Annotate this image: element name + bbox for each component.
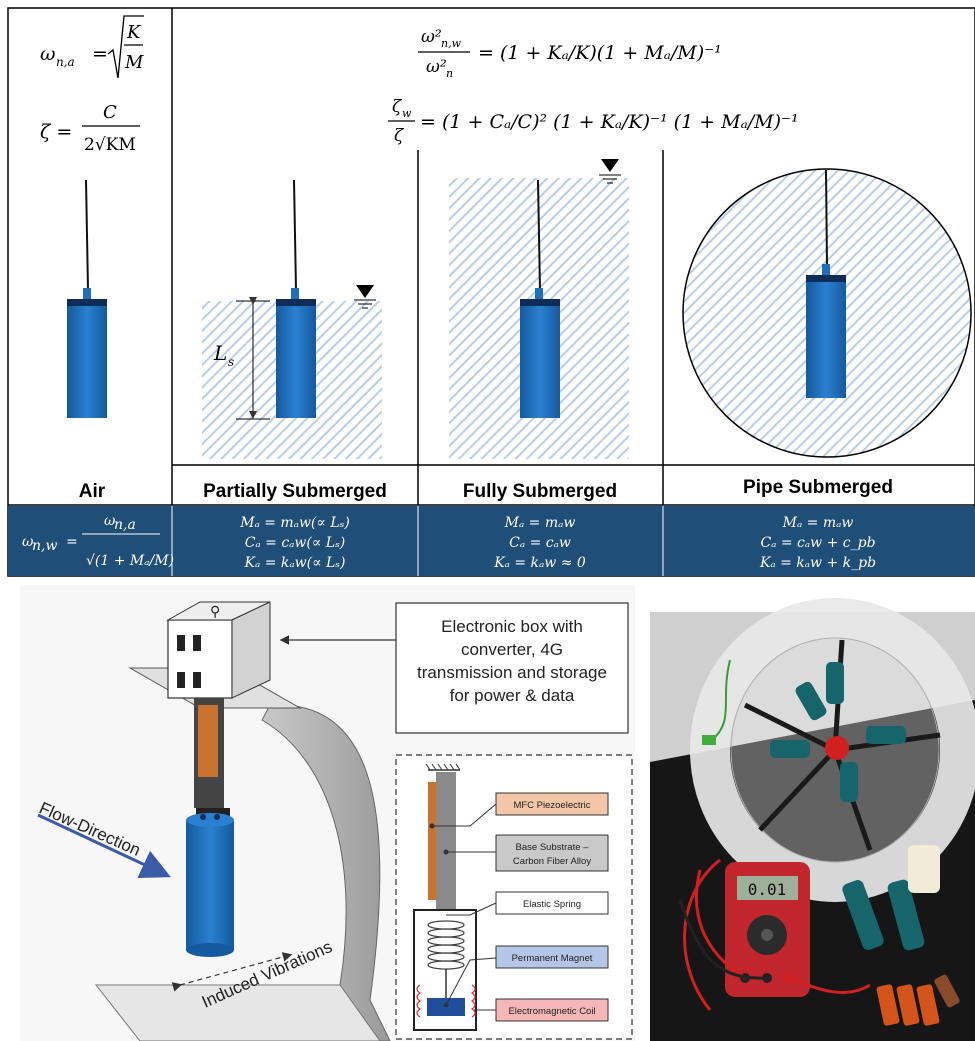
band-air-num: ω [104, 513, 116, 529]
air-sqrt-sign [107, 15, 144, 79]
callout-line-3: transmission and storage [417, 663, 607, 682]
pipe-ring [690, 598, 975, 902]
ls-sub: s [228, 355, 234, 369]
band-air: ω n,w = ω n,a √(1 + Mₐ/M) [22, 513, 174, 569]
water-level-icon-2 [601, 159, 619, 172]
top2-rhs: = (1 + Cₐ/C)² (1 + Kₐ/K)⁻¹ (1 + Mₐ/M)⁻¹ [420, 111, 799, 133]
top1-num-sub: n,w [441, 37, 462, 50]
schematic-spring [427, 920, 465, 970]
cap-cylinder [908, 845, 940, 893]
parameter-band [8, 506, 975, 576]
header-partial: Partially Submerged [203, 481, 387, 502]
air-harvester [67, 179, 107, 418]
multimeter-reading: 0.01 [748, 880, 787, 899]
top1-den: ω² [426, 57, 447, 77]
top-panel: ω n,a = K M ζ = C 2√KM ω² n,w ω² n = (1 … [7, 7, 975, 577]
electronic-box-callout [395, 602, 629, 734]
top2-num: ζ [392, 97, 403, 117]
legend-substrate [495, 834, 609, 872]
header-pipe: Pipe Submerged [743, 477, 893, 498]
legend-magnet-label: Permanent Magnet [512, 953, 593, 964]
top1-den-sub: n [446, 67, 453, 80]
legend-magnet [495, 945, 609, 969]
legend-coil-label: Electromagnetic Coil [508, 1006, 595, 1017]
callout-line-1: Electronic box with [441, 617, 583, 636]
band-air-num-sub: n,a [114, 517, 136, 533]
legend-mfc-label: MFC Piezoelectric [513, 800, 590, 811]
bottom-panel: ⚲ Electronic box with converter, 4G tran… [20, 585, 975, 1041]
svg-text:=: = [66, 534, 78, 550]
legend-spring-label: Elastic Spring [523, 899, 581, 910]
water-level-icon [356, 285, 374, 298]
air-M: M [124, 52, 144, 73]
band-air-den: √(1 + Mₐ/M) [86, 553, 174, 569]
top-equations: ω² n,w ω² n = (1 + Kₐ/K)(1 + Mₐ/M)⁻¹ ζ w… [388, 27, 799, 146]
bluff-body [186, 820, 234, 950]
callout-line-4: for power & data [450, 686, 575, 705]
schematic-coil-left [416, 984, 422, 1018]
band-pipe-k: Kₐ = kₐw + k_pb [759, 555, 876, 571]
legend-spring [495, 891, 609, 915]
band-fully-c: Cₐ = cₐw [509, 535, 571, 551]
band-pipe: Mₐ = mₐw Cₐ = cₐw + c_pb Kₐ = kₐw + k_pb [759, 515, 876, 571]
switch-icon: ⚲ [210, 604, 220, 620]
band-partial: Mₐ = mₐw(∝ Lₛ) Cₐ = cₐw(∝ Lₛ) Kₐ = kₐw(∝… [239, 515, 350, 571]
band-pipe-c: Cₐ = cₐw + c_pb [760, 535, 875, 551]
schematic-housing [413, 909, 477, 1031]
legend-mfc [495, 792, 609, 816]
schematic-coil-right [470, 984, 476, 1018]
vibration-arrow [171, 952, 293, 992]
air-equations: ω n,a = K M ζ = C 2√KM [40, 15, 144, 155]
air-den: 2√KM [84, 135, 136, 155]
band-pipe-m: Mₐ = mₐw [782, 515, 854, 531]
band-air-lhs-sub: n,w [32, 538, 57, 554]
hub [825, 736, 849, 760]
schematic-piezo [428, 782, 436, 900]
loose-cylinders [842, 879, 925, 951]
legend-substrate-label-1: Base Substrate – [516, 842, 590, 853]
air-C: C [103, 102, 117, 123]
batteries [876, 974, 960, 1026]
pipe-panel-art [682, 168, 972, 458]
air-omega: ω [40, 43, 56, 65]
callout-line-2: converter, 4G [461, 640, 563, 659]
band-partial-m: Mₐ = mₐw(∝ Lₛ) [239, 515, 350, 531]
top2-num-sub: w [402, 107, 412, 120]
ls-label: L [213, 341, 227, 365]
band-fully: Mₐ = mₐw Cₐ = cₐw Kₐ = kₐw ≈ 0 [493, 515, 586, 571]
top1-rhs: = (1 + Kₐ/K)(1 + Mₐ/M)⁻¹ [478, 42, 722, 64]
header-air: Air [79, 481, 106, 502]
schematic-substrate [436, 772, 456, 910]
band-partial-k: Kₐ = kₐw(∝ Lₛ) [244, 555, 346, 571]
prototype-photo: 0.01 [650, 598, 975, 1041]
top2-den: ζ [394, 126, 405, 146]
air-K: K [126, 22, 142, 43]
partial-panel-art: L s [202, 179, 382, 459]
header-fully: Fully Submerged [463, 481, 617, 502]
band-air-lhs: ω [22, 534, 34, 550]
flow-arrow [37, 813, 171, 878]
legend-coil [495, 998, 609, 1022]
air-omega-eq: = [92, 43, 108, 65]
air-zeta: ζ = [40, 121, 72, 143]
beam-piezo [198, 705, 218, 777]
band-fully-k: Kₐ = kₐw ≈ 0 [493, 555, 586, 571]
photo-cylinders [770, 662, 906, 802]
fully-panel-art [449, 159, 629, 459]
band-partial-c: Cₐ = cₐw(∝ Lₛ) [245, 535, 346, 551]
band-fully-m: Mₐ = mₐw [504, 515, 576, 531]
legend-substrate-label-2: Carbon Fiber Alloy [513, 856, 591, 867]
air-omega-sub: n,a [56, 55, 75, 69]
top1-num: ω² [421, 27, 442, 47]
